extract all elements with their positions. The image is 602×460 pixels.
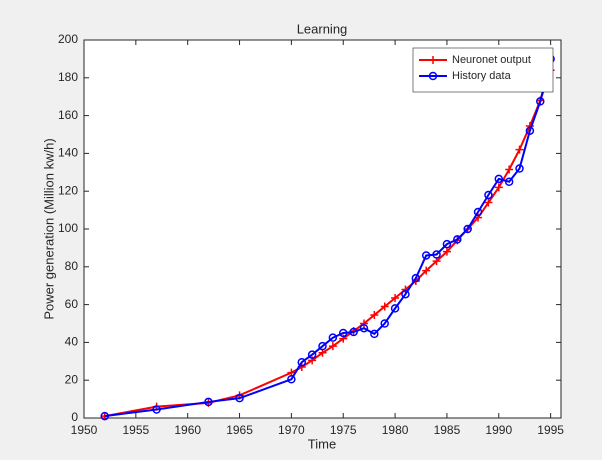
marker <box>515 164 524 173</box>
y-tick-label: 0 <box>71 410 78 424</box>
marker <box>370 310 379 319</box>
marker <box>484 190 493 200</box>
marker <box>494 183 503 192</box>
marker <box>287 375 296 384</box>
plot-area <box>84 40 561 418</box>
marker <box>504 177 514 186</box>
legend-marker <box>428 71 438 81</box>
marker <box>100 411 109 421</box>
x-tick-label: 1955 <box>122 423 149 437</box>
marker <box>401 289 410 299</box>
y-tick-label: 40 <box>65 335 79 349</box>
marker <box>421 251 431 260</box>
marker <box>411 273 421 283</box>
marker <box>391 293 400 302</box>
marker <box>494 174 504 184</box>
x-tick-label: 1990 <box>485 423 512 437</box>
legend-label: History data <box>452 70 512 82</box>
marker <box>359 319 368 328</box>
marker <box>432 250 441 259</box>
x-tick-label: 1995 <box>537 423 564 437</box>
marker <box>505 165 514 174</box>
marker <box>380 319 389 328</box>
marker <box>536 97 545 106</box>
marker <box>359 323 369 333</box>
marker <box>204 397 213 407</box>
marker <box>152 405 161 414</box>
series-line <box>104 69 552 418</box>
x-tick-label: 1980 <box>382 423 409 437</box>
x-tick-label: 1985 <box>434 423 461 437</box>
marker <box>525 126 535 135</box>
legend-label: Neuronet output <box>452 54 531 66</box>
marker <box>484 198 493 207</box>
y-tick-label: 160 <box>58 108 78 122</box>
x-tick-label: 1975 <box>330 423 357 437</box>
chart-title: Learning <box>297 21 348 36</box>
marker <box>318 341 327 351</box>
marker <box>349 327 358 337</box>
marker <box>328 333 338 342</box>
y-tick-label: 20 <box>65 372 79 386</box>
marker <box>442 247 451 256</box>
x-tick-label: 1965 <box>226 423 253 437</box>
y-axis-label: Power generation (Million kw/h) <box>41 138 56 319</box>
y-tick-label: 200 <box>58 32 78 46</box>
marker <box>390 304 400 313</box>
x-tick-label: 1950 <box>71 423 98 437</box>
marker <box>422 266 431 275</box>
axes-box <box>83 39 562 419</box>
marker <box>473 207 483 217</box>
y-tick-label: 100 <box>58 221 78 235</box>
marker <box>328 342 337 351</box>
marker <box>453 235 462 244</box>
y-tick-label: 180 <box>58 70 78 84</box>
marker <box>297 357 307 367</box>
y-tick-label: 80 <box>65 259 79 273</box>
marker <box>380 302 389 311</box>
marker <box>442 239 452 249</box>
x-tick-label: 1960 <box>174 423 201 437</box>
marker <box>463 224 472 234</box>
y-tick-label: 120 <box>58 183 78 197</box>
marker <box>235 393 244 403</box>
x-tick-label: 1970 <box>278 423 305 437</box>
x-axis-label: Time <box>308 436 336 451</box>
legend-box <box>412 47 554 93</box>
marker <box>338 328 348 338</box>
marker <box>370 329 379 339</box>
marker <box>307 350 317 359</box>
y-tick-label: 140 <box>58 146 78 160</box>
legend-marker <box>429 56 437 64</box>
y-tick-label: 60 <box>65 297 79 311</box>
marker <box>515 145 524 154</box>
